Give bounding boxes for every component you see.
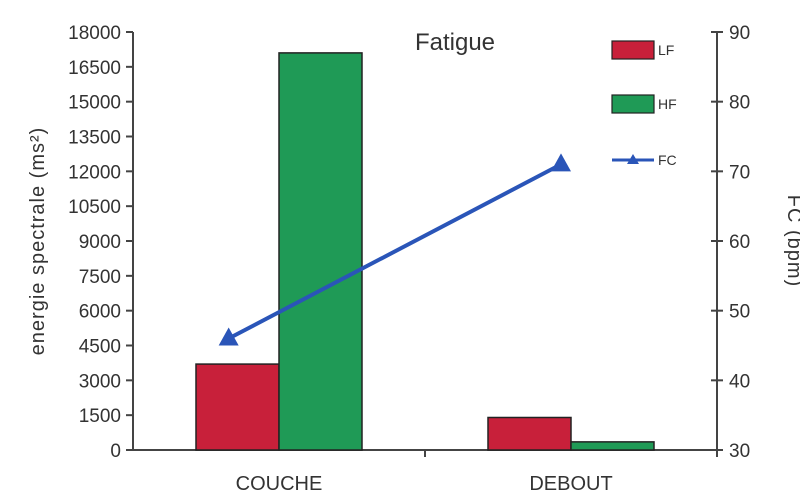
bar-hf-debout	[571, 442, 654, 450]
y-tick-label: 1500	[79, 406, 121, 427]
legend-label-hf: HF	[658, 96, 677, 112]
y-tick-label: 3000	[79, 371, 121, 392]
legend-swatch-lf	[612, 41, 654, 59]
y-axis-title: energie spectrale (ms²)	[27, 127, 49, 356]
y-tick-label: 10500	[68, 197, 121, 218]
bar-lf-couche	[196, 364, 279, 450]
legend-label-fc: FC	[658, 152, 677, 168]
fc-point-marker	[551, 153, 571, 171]
legend-swatch-hf	[612, 95, 654, 113]
x-category-label: COUCHE	[236, 473, 323, 495]
bar-hf-couche	[279, 53, 362, 450]
y-tick-label: 18000	[68, 23, 121, 44]
y-tick-label: 16500	[68, 58, 121, 79]
y2-tick-label: 50	[729, 302, 750, 323]
bar-lf-debout	[488, 417, 571, 450]
y-tick-label: 0	[110, 441, 121, 462]
y-tick-label: 4500	[79, 337, 121, 358]
y2-tick-label: 70	[729, 162, 750, 183]
y-tick-label: 7500	[79, 267, 121, 288]
y-tick-label: 15000	[68, 93, 121, 114]
chart-title: Fatigue	[415, 29, 495, 56]
y-tick-label: 12000	[68, 162, 121, 183]
x-category-label: DEBOUT	[529, 473, 612, 495]
y-tick-label: 9000	[79, 232, 121, 253]
y2-tick-label: 40	[729, 371, 750, 392]
legend-label-lf: LF	[658, 42, 674, 58]
y2-tick-label: 30	[729, 441, 750, 462]
y-tick-label: 6000	[79, 302, 121, 323]
y2-tick-label: 80	[729, 93, 750, 114]
y2-tick-label: 60	[729, 232, 750, 253]
y-tick-label: 13500	[68, 128, 121, 149]
y2-tick-label: 90	[729, 23, 750, 44]
y2-axis-title: FC (bpm)	[783, 195, 800, 287]
